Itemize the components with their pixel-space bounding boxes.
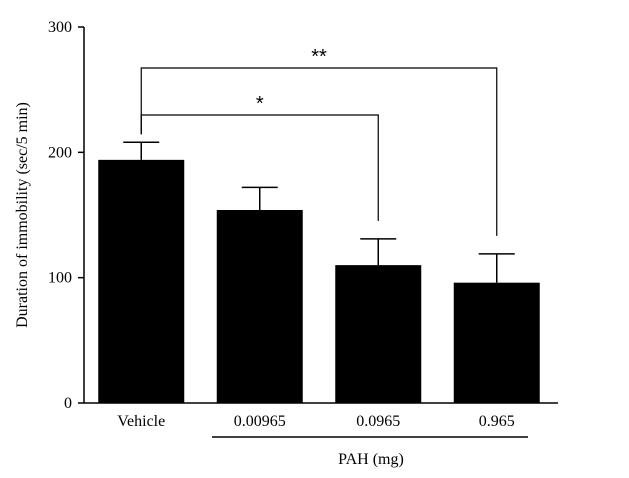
x-tick-label: 0.965 (479, 413, 515, 430)
error-bars (123, 141, 515, 283)
y-tick-label: 300 (48, 19, 72, 36)
significance-brackets: *** (140, 46, 498, 236)
bar (453, 282, 540, 403)
x-tick-label: 0.00965 (234, 413, 286, 430)
significance-label: ** (311, 46, 327, 68)
bar (335, 265, 422, 403)
y-tick-label: 0 (64, 395, 72, 412)
bar (216, 209, 303, 403)
y-tick-label: 200 (48, 144, 72, 161)
bar (98, 159, 185, 403)
bars (98, 159, 540, 403)
axes: 0 100 200 300 Vehicle 0.00965 0.0965 0.965 (48, 19, 558, 430)
x-tick-label: Vehicle (117, 413, 165, 430)
x-group-label: PAH (mg) (338, 451, 404, 468)
significance-label: * (256, 93, 264, 115)
x-tick-label: 0.0965 (356, 413, 400, 430)
significance-bracket (140, 67, 498, 236)
y-tick-label: 100 (48, 270, 72, 287)
y-axis-title: Duration of immobility (sec/5 min) (14, 102, 31, 328)
